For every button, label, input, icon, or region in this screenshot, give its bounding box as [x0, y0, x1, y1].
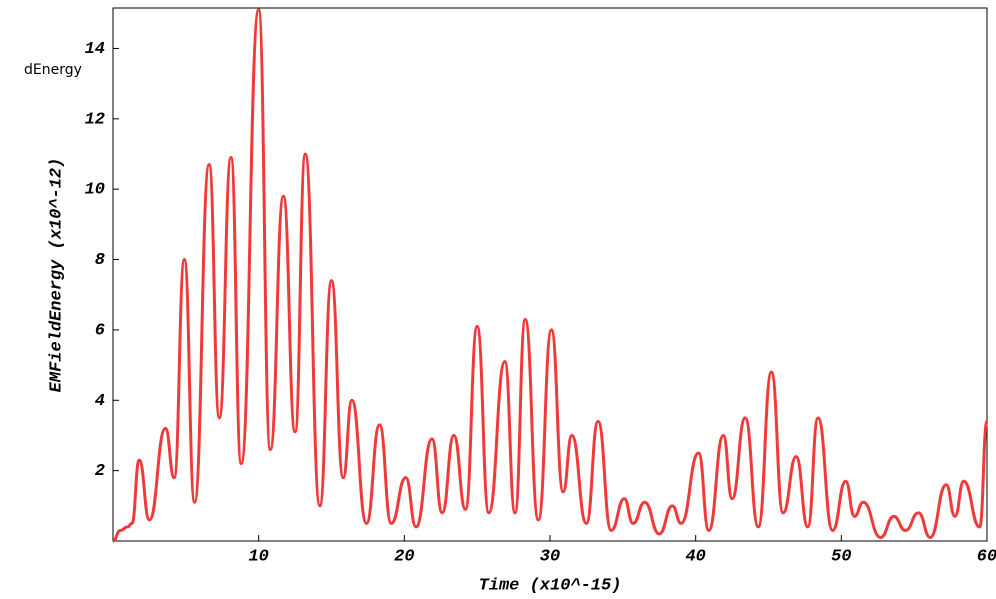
x-tick-label: 50 [831, 547, 851, 566]
y-tick-label: 14 [85, 40, 105, 59]
x-tick-label: 60 [977, 547, 996, 566]
data-line [112, 8, 989, 543]
y-tick-label: 4 [95, 392, 105, 411]
x-tick-label: 10 [248, 547, 268, 566]
y-tick-label: 2 [95, 462, 105, 481]
x-tick-label: 40 [685, 547, 705, 566]
y-tick-label: 8 [95, 251, 105, 270]
x-tick-label: 20 [394, 547, 414, 566]
plot-frame [112, 7, 988, 542]
y-axis-title: EMFieldEnergy (x10^-12) [47, 158, 66, 393]
y-tick-label: 10 [85, 181, 105, 200]
x-axis-title: Time (x10^-15) [479, 576, 622, 595]
x-tick-label: 30 [540, 547, 560, 566]
legend-label: dEnergy [24, 62, 82, 78]
y-tick-label: 6 [95, 321, 105, 340]
y-tick-label: 12 [85, 110, 105, 129]
